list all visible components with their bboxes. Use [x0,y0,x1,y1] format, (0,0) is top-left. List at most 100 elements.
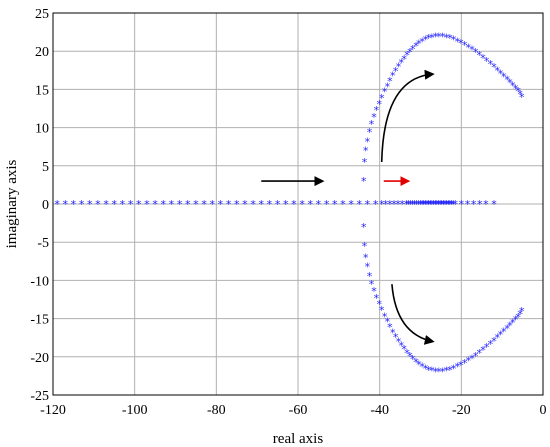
data-point: * [410,43,416,56]
data-point: * [367,270,373,283]
data-point: * [369,118,375,131]
data-point: * [426,32,432,45]
data-point: * [387,321,393,334]
data-point: * [428,198,434,211]
data-point: * [421,198,427,211]
data-point: * [401,343,407,356]
data-point: * [432,198,438,211]
y-tick-label: 20 [35,45,49,60]
data-point: * [79,198,85,211]
data-point: * [498,329,504,342]
data-point: * [449,198,455,211]
data-point: * [504,323,510,336]
data-point: * [382,86,388,99]
data-point: * [480,344,486,357]
data-point: * [177,198,183,211]
data-point: * [488,338,494,351]
y-tick-label: -10 [30,274,49,289]
data-point: * [465,198,471,211]
data-point: * [383,198,389,211]
data-point: * [501,326,507,339]
data-point: * [419,35,425,48]
y-tick-label: -15 [30,313,49,328]
data-point: * [416,38,422,51]
data-point: * [169,198,175,211]
data-point: * [436,198,442,211]
data-point: * [495,332,501,345]
data-point: * [210,198,216,211]
y-tick-label: 0 [42,198,49,213]
data-point: * [395,198,401,211]
data-point: * [399,198,405,211]
data-point: * [144,198,150,211]
data-point: * [443,365,449,378]
data-point: * [491,198,497,211]
plot-frame [52,12,544,396]
x-tick-label: -60 [289,403,308,418]
y-tick-label: -5 [37,236,49,251]
data-point: * [442,198,448,211]
data-point: * [429,198,435,211]
data-point: * [515,311,521,324]
data-point: * [283,198,289,211]
data-point: * [488,58,494,71]
data-point: * [510,80,516,93]
data-point: * [491,335,497,348]
data-point: * [469,44,475,57]
data-point: * [128,198,134,211]
data-point: * [455,35,461,48]
data-point: * [234,198,240,211]
y-tick-label: 10 [35,122,49,137]
data-point: * [87,198,93,211]
data-point: * [391,198,397,211]
data-point: * [495,64,501,77]
data-point: * [510,316,516,329]
y-tick-label: 15 [35,83,49,98]
data-point: * [291,198,297,211]
data-point: * [466,41,472,54]
data-point: * [393,65,399,78]
data-point: * [437,198,443,211]
data-point: * [136,198,142,211]
data-point: * [361,175,367,188]
x-tick-label: -40 [370,403,389,418]
data-point: * [299,198,305,211]
data-point: * [462,357,468,370]
y-axis-title: imaginary axis [4,159,20,248]
x-tick-label: -100 [122,403,148,418]
data-point: * [447,198,453,211]
x-tick-label: -20 [452,403,471,418]
data-point: * [426,198,432,211]
data-point: * [473,46,479,59]
data-point: * [408,198,414,211]
annotation-arrows [261,69,435,345]
data-point: * [451,362,457,375]
data-point: * [447,32,453,45]
data-point: * [429,31,435,44]
data-point: * [440,365,446,378]
data-point: * [275,198,281,211]
data-point: * [434,198,440,211]
data-point: * [513,313,519,326]
y-tick-label: -25 [30,389,49,404]
data-point: * [396,60,402,73]
data-point: * [436,365,442,378]
data-point: * [441,198,447,211]
data-point: * [377,298,383,311]
data-point: * [365,135,371,148]
data-point: * [371,111,377,124]
x-axis-title: real axis [273,431,324,447]
data-point: * [501,70,507,83]
data-point: * [361,221,367,234]
data-point: * [491,61,497,74]
data-point: * [423,34,429,47]
data-point: * [404,347,410,360]
data-point: * [443,31,449,44]
data-point: * [413,40,419,53]
data-point: * [387,75,393,88]
data-point: * [390,326,396,339]
data-point: * [418,198,424,211]
data-point: * [426,364,432,377]
data-point: * [393,331,399,344]
